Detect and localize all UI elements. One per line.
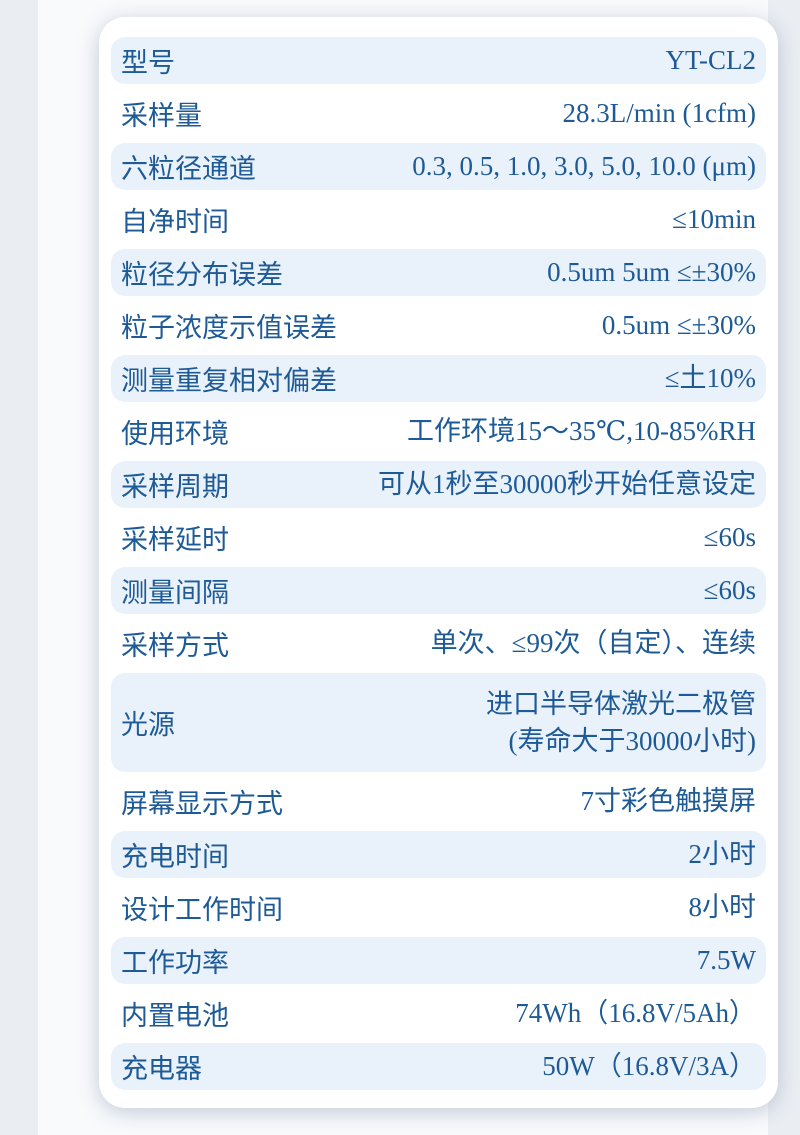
spec-row: 测量间隔 ≤60s bbox=[111, 567, 766, 614]
spec-value: 28.3L/min (1cfm) bbox=[214, 95, 756, 131]
spec-label: 采样延时 bbox=[121, 525, 229, 555]
spec-value-line: ≤60s bbox=[703, 575, 756, 606]
spec-value: 工作环境15～35℃,10-85%RH bbox=[241, 413, 756, 449]
spec-row: 设计工作时间 8小时 bbox=[111, 884, 766, 931]
spec-row: 采样周期 可从1秒至30000秒开始任意设定 bbox=[111, 461, 766, 508]
spec-value: ≤60s bbox=[241, 519, 756, 555]
spec-label: 充电器 bbox=[121, 1054, 202, 1084]
spec-value-line: 进口半导体激光二极管 bbox=[486, 689, 756, 720]
spec-value-line: (寿命大于30000小时) bbox=[508, 725, 756, 756]
spec-row: 光源 进口半导体激光二极管 (寿命大于30000小时) bbox=[111, 673, 766, 772]
spec-table: 型号 YT-CL2 采样量 28.3L/min (1cfm) 六粒径通道 0.3… bbox=[111, 37, 766, 1090]
spec-value-line: ≤10min bbox=[672, 204, 756, 235]
spec-value: 2小时 bbox=[241, 836, 757, 872]
spec-row: 测量重复相对偏差 ≤土10% bbox=[111, 355, 766, 402]
spec-label: 设计工作时间 bbox=[121, 895, 283, 925]
spec-row: 内置电池 74Wh（16.8V/5Ah） bbox=[111, 990, 766, 1037]
spec-row: 自净时间 ≤10min bbox=[111, 196, 766, 243]
spec-label: 采样方式 bbox=[121, 631, 229, 661]
spec-label: 自净时间 bbox=[121, 207, 229, 237]
spec-label: 充电时间 bbox=[121, 842, 229, 872]
spec-row: 充电时间 2小时 bbox=[111, 831, 766, 878]
spec-row: 工作功率 7.5W bbox=[111, 937, 766, 984]
spec-label: 六粒径通道 bbox=[121, 154, 256, 184]
spec-label: 粒径分布误差 bbox=[121, 260, 283, 290]
spec-value: 74Wh（16.8V/5Ah） bbox=[241, 995, 756, 1031]
spec-value: YT-CL2 bbox=[187, 42, 756, 78]
spec-value-line: ≤60s bbox=[703, 522, 756, 553]
spec-label: 光源 bbox=[121, 710, 175, 740]
spec-value-line: 7.5W bbox=[696, 945, 756, 976]
spec-value-line: 单次、≤99次（自定）、连续 bbox=[430, 628, 756, 659]
spec-value-line: 2小时 bbox=[688, 839, 757, 870]
spec-value: 0.3, 0.5, 1.0, 3.0, 5.0, 10.0 (μm) bbox=[268, 148, 756, 184]
spec-label: 使用环境 bbox=[121, 419, 229, 449]
spec-value: 8小时 bbox=[295, 889, 757, 925]
spec-value-line: ≤土10% bbox=[664, 363, 756, 394]
spec-row: 充电器 50W（16.8V/3A） bbox=[111, 1043, 766, 1090]
spec-label: 测量间隔 bbox=[121, 578, 229, 608]
spec-value-line: 0.5um 5um ≤±30% bbox=[547, 257, 756, 288]
spec-label: 采样量 bbox=[121, 101, 202, 131]
spec-value: 7寸彩色触摸屏 bbox=[295, 783, 757, 819]
spec-row: 屏幕显示方式 7寸彩色触摸屏 bbox=[111, 778, 766, 825]
spec-value: 50W（16.8V/3A） bbox=[214, 1048, 756, 1084]
spec-row: 六粒径通道 0.3, 0.5, 1.0, 3.0, 5.0, 10.0 (μm) bbox=[111, 143, 766, 190]
spec-value: ≤60s bbox=[241, 572, 756, 608]
spec-row: 型号 YT-CL2 bbox=[111, 37, 766, 84]
spec-value-line: 工作环境15～35℃,10-85%RH bbox=[407, 416, 756, 447]
spec-card: 型号 YT-CL2 采样量 28.3L/min (1cfm) 六粒径通道 0.3… bbox=[99, 17, 778, 1108]
spec-row: 粒径分布误差 0.5um 5um ≤±30% bbox=[111, 249, 766, 296]
spec-value-line: 7寸彩色触摸屏 bbox=[580, 786, 757, 817]
spec-row: 采样延时 ≤60s bbox=[111, 514, 766, 561]
spec-label: 粒子浓度示值误差 bbox=[121, 313, 337, 343]
spec-label: 工作功率 bbox=[121, 948, 229, 978]
spec-label: 测量重复相对偏差 bbox=[121, 366, 337, 396]
spec-value-line: 8小时 bbox=[688, 892, 757, 923]
spec-value: 0.5um 5um ≤±30% bbox=[295, 254, 756, 290]
spec-label: 内置电池 bbox=[121, 1001, 229, 1031]
spec-value-line: 28.3L/min (1cfm) bbox=[562, 98, 756, 129]
content-panel: 型号 YT-CL2 采样量 28.3L/min (1cfm) 六粒径通道 0.3… bbox=[38, 0, 778, 1135]
spec-value-line: 50W（16.8V/3A） bbox=[542, 1051, 756, 1082]
spec-value-line: 74Wh（16.8V/5Ah） bbox=[515, 998, 756, 1029]
spec-row: 采样方式 单次、≤99次（自定）、连续 bbox=[111, 620, 766, 667]
spec-value: 单次、≤99次（自定）、连续 bbox=[241, 625, 756, 661]
spec-value: 进口半导体激光二极管 (寿命大于30000小时) bbox=[187, 686, 756, 759]
spec-value: 7.5W bbox=[241, 942, 756, 978]
spec-value: 可从1秒至30000秒开始任意设定 bbox=[241, 466, 756, 502]
spec-row: 粒子浓度示值误差 0.5um ≤±30% bbox=[111, 302, 766, 349]
spec-value: 0.5um ≤±30% bbox=[349, 307, 756, 343]
spec-value-line: 0.5um ≤±30% bbox=[601, 310, 756, 341]
spec-value: ≤10min bbox=[241, 201, 756, 237]
spec-value-line: YT-CL2 bbox=[665, 45, 756, 76]
spec-row: 采样量 28.3L/min (1cfm) bbox=[111, 90, 766, 137]
spec-label: 采样周期 bbox=[121, 472, 229, 502]
spec-value: ≤土10% bbox=[349, 360, 756, 396]
spec-row: 使用环境 工作环境15～35℃,10-85%RH bbox=[111, 408, 766, 455]
spec-label: 型号 bbox=[121, 48, 175, 78]
spec-label: 屏幕显示方式 bbox=[121, 789, 283, 819]
spec-value-line: 0.3, 0.5, 1.0, 3.0, 5.0, 10.0 (μm) bbox=[412, 151, 756, 182]
spec-value-line: 可从1秒至30000秒开始任意设定 bbox=[378, 469, 756, 500]
